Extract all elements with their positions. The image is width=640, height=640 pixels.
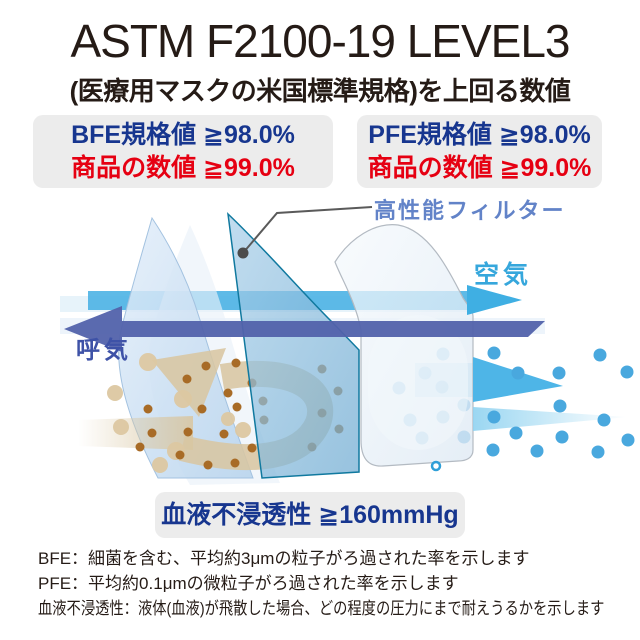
inner-layer-flow-highlight bbox=[368, 315, 468, 450]
clean-air-particle-ring bbox=[430, 460, 442, 472]
filter-leader-dot bbox=[237, 247, 249, 259]
page-subtitle: (医療用マスクの米国標準規格)を上回る数値 bbox=[69, 76, 571, 106]
blood-resistance-box: 血液不浸透性 ≧160mmHg bbox=[155, 492, 465, 538]
clean-air-particles-outer bbox=[486, 346, 635, 459]
bfe-standard-value: BFE規格値 ≧98.0% bbox=[71, 120, 295, 149]
exhale-arrow bbox=[64, 306, 545, 352]
exhale-particles-tan bbox=[107, 353, 251, 473]
bfe-spec-box: BFE規格値 ≧98.0% 商品の数値 ≧99.0% bbox=[33, 115, 333, 188]
footnote-pfe: PFE：平均約0.1μmの微粒子がろ過された率を示します bbox=[38, 574, 459, 593]
footnotes: BFE：細菌を含む、平均約3μmの粒子がろ過された率を示します PFE：平均約0… bbox=[38, 546, 638, 621]
blood-resistance-value: 血液不浸透性 ≧160mmHg bbox=[161, 501, 459, 529]
pfe-product-value: 商品の数値 ≧99.0% bbox=[367, 153, 592, 182]
pfe-standard-value: PFE規格値 ≧98.0% bbox=[368, 120, 591, 149]
footnote-blood: 血液不浸透性：液体(血液)が飛散した場合、どの程度の圧力にまで耐えうるかを示しま… bbox=[38, 599, 605, 618]
footnote-bfe: BFE：細菌を含む、平均約3μmの粒子がろ過された率を示します bbox=[38, 549, 530, 568]
exhale-label: 呼気 bbox=[76, 336, 132, 364]
mask-layer-outer bbox=[118, 216, 254, 479]
particle-stream-band bbox=[78, 416, 193, 450]
pfe-spec-box: PFE規格値 ≧98.0% 商品の数値 ≧99.0% bbox=[357, 115, 602, 188]
page-title: ASTM F2100-19 LEVEL3 bbox=[70, 15, 570, 67]
filter-leader-line bbox=[242, 206, 373, 254]
air-flow-arrowhead bbox=[467, 285, 522, 315]
mask-layer-diagram: 高性能フィルター 空気 呼気 bbox=[60, 198, 635, 485]
filter-label: 高性能フィルター bbox=[374, 198, 566, 223]
bfe-product-value: 商品の数値 ≧99.0% bbox=[71, 153, 295, 182]
clean-air-tail bbox=[473, 407, 628, 431]
filter-layer bbox=[226, 212, 360, 479]
air-label: 空気 bbox=[474, 260, 532, 289]
